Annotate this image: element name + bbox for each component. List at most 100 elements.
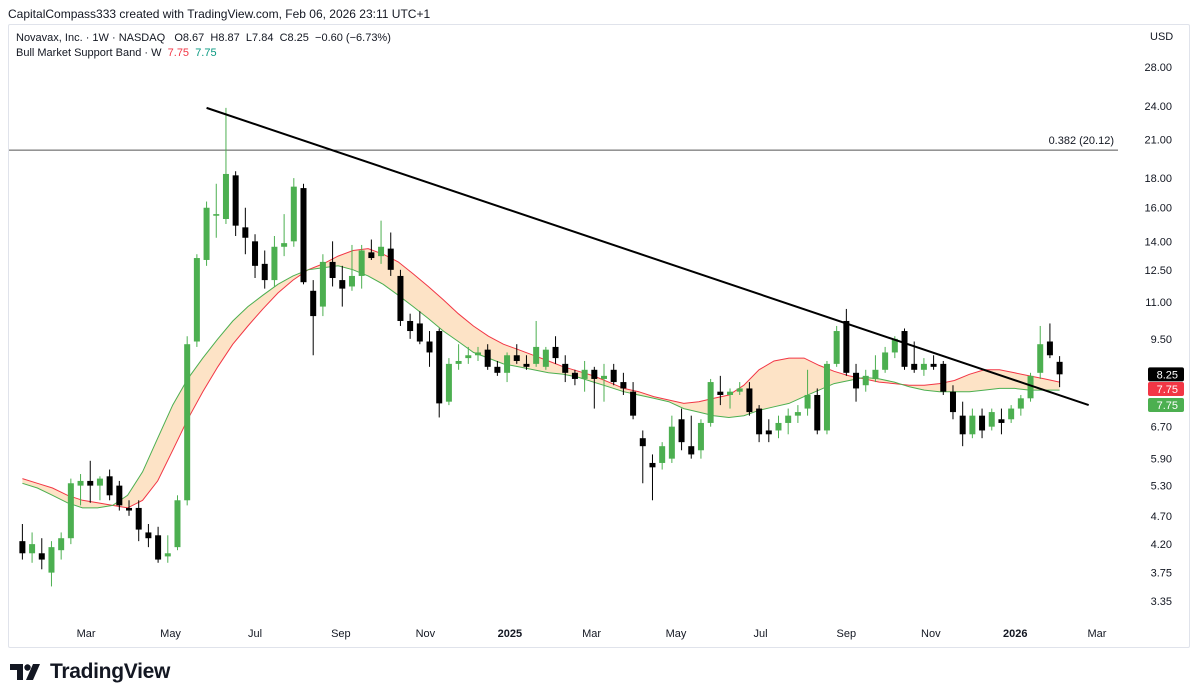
y-tick-label: 4.20 — [1151, 539, 1172, 551]
candle-body — [785, 415, 792, 423]
candle — [29, 532, 36, 563]
candle-body — [823, 363, 830, 431]
candle-body — [397, 275, 404, 321]
candle — [659, 442, 666, 470]
candle — [581, 360, 588, 392]
candle — [1056, 356, 1063, 388]
candle-body — [581, 369, 588, 379]
candle — [271, 235, 278, 287]
candle — [678, 408, 685, 451]
candle-body — [407, 320, 414, 332]
y-tick-label: 24.00 — [1144, 101, 1172, 113]
tradingview-wordmark: TradingView — [50, 660, 171, 683]
candle-body — [736, 388, 743, 392]
candle — [358, 244, 365, 289]
candle-body — [484, 349, 491, 367]
candle-body — [174, 500, 181, 548]
chart-legend: Novavax, Inc. · 1W · NASDAQ O8.67 H8.87 … — [16, 31, 391, 61]
candle — [513, 344, 520, 364]
candle — [1037, 325, 1044, 379]
candle — [300, 183, 307, 285]
candle-body — [19, 541, 26, 554]
candle-body — [668, 426, 675, 459]
candle-body — [1017, 398, 1024, 409]
candle-body — [765, 430, 772, 435]
currency-label[interactable]: USD — [1150, 31, 1174, 43]
candle-body — [261, 263, 268, 281]
candle-body — [833, 331, 840, 364]
candles — [19, 107, 1063, 587]
candle — [174, 495, 181, 551]
candle — [387, 232, 394, 276]
candle — [620, 372, 627, 395]
candle — [319, 254, 326, 317]
candle-body — [387, 248, 394, 270]
y-tick-label: 14.00 — [1144, 236, 1172, 248]
candle — [979, 408, 986, 439]
indicator-value-upper: 7.75 — [167, 47, 190, 59]
candle-body — [920, 363, 927, 370]
candle — [940, 360, 947, 395]
candle-body — [1037, 344, 1044, 373]
x-tick-label: Jul — [753, 628, 767, 640]
candle-body — [48, 547, 55, 573]
candle-body — [862, 375, 869, 386]
candle-body — [630, 391, 637, 416]
candle-body — [436, 331, 443, 404]
candle — [1008, 405, 1015, 423]
price-badge-text: 7.75 — [1157, 384, 1178, 396]
candle-body — [310, 290, 317, 317]
candle-body — [940, 363, 947, 392]
candle-body — [853, 372, 860, 389]
candle-body — [969, 415, 976, 435]
candle-body — [872, 369, 879, 379]
candle-body — [523, 363, 530, 367]
candle — [853, 363, 860, 402]
candle-body — [368, 252, 375, 259]
candle-body — [242, 227, 249, 238]
candle-body — [678, 419, 685, 443]
tradingview-logo-icon — [10, 664, 40, 680]
symbol-label: Novavax, Inc. · 1W · NASDAQ — [16, 32, 166, 44]
candle-body — [882, 352, 889, 370]
indicator-row[interactable]: Bull Market Support Band · W 7.75 7.75 — [16, 46, 391, 61]
band-fill — [22, 248, 1060, 508]
candle-body — [58, 538, 65, 551]
candle — [920, 358, 927, 376]
candle-body — [126, 507, 133, 511]
candle-body — [843, 320, 850, 373]
candle — [416, 311, 423, 345]
candle — [1027, 372, 1034, 402]
candle-body — [281, 243, 288, 247]
candle — [87, 460, 94, 503]
candle — [736, 382, 743, 395]
candle — [494, 360, 501, 376]
price-badge-bg — [1148, 367, 1184, 382]
y-tick-label: 6.70 — [1151, 422, 1172, 434]
candle — [484, 344, 491, 370]
candle-body — [601, 375, 608, 379]
price-badge: 7.75 — [1148, 382, 1184, 397]
candle — [455, 344, 462, 370]
candle — [542, 346, 549, 370]
candle — [504, 352, 511, 383]
candle-body — [465, 355, 472, 359]
ohlc-high: H8.87 — [210, 32, 240, 44]
y-tick-label: 28.00 — [1144, 62, 1172, 74]
candle — [649, 454, 656, 501]
x-tick-label: Mar — [1088, 628, 1107, 640]
candle-body — [455, 360, 462, 364]
candle — [998, 408, 1005, 435]
candle — [591, 366, 598, 409]
symbol-row[interactable]: Novavax, Inc. · 1W · NASDAQ O8.67 H8.87 … — [16, 31, 391, 46]
candle — [630, 382, 637, 420]
candle — [882, 346, 889, 373]
candle-body — [901, 331, 908, 367]
candle — [436, 328, 443, 418]
candle — [281, 214, 288, 257]
candle — [756, 405, 763, 443]
candle — [969, 408, 976, 439]
tradingview-logo: TradingView — [10, 660, 170, 684]
candle — [203, 201, 210, 266]
